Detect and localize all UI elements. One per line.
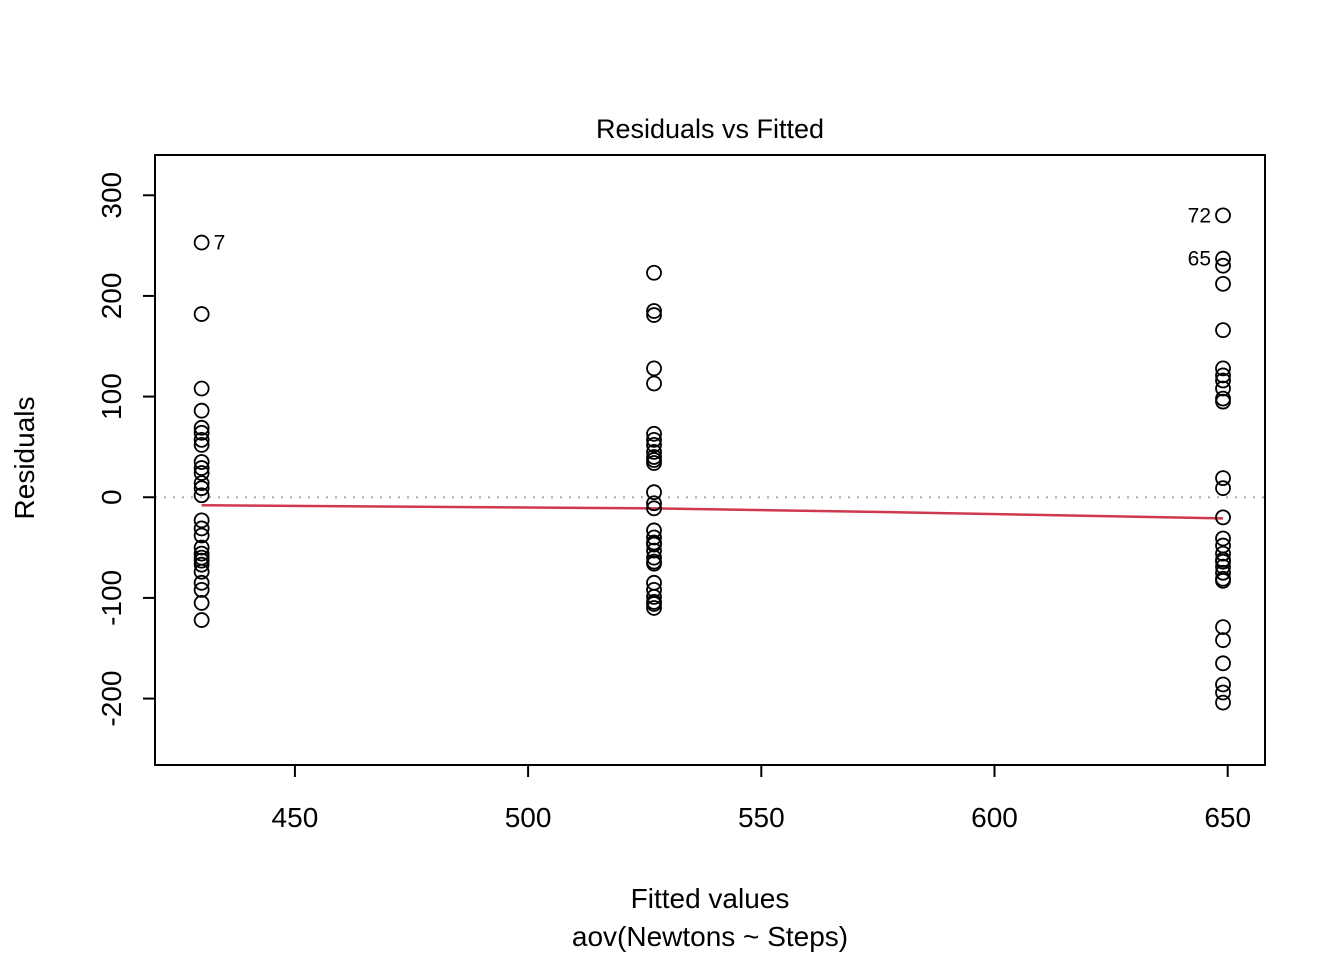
scatter-point: [193, 539, 210, 556]
scatter-point: [1215, 470, 1231, 487]
scatter-point: [1215, 480, 1231, 497]
scatter-point: [1215, 250, 1231, 267]
scatter-point: [1215, 322, 1231, 339]
scatter-point: [193, 480, 210, 497]
y-tick-label: 0: [96, 489, 127, 505]
scatter-point: [1215, 367, 1231, 384]
scatter-point: [193, 545, 210, 562]
scatter-point: [1215, 509, 1231, 526]
x-tick-label: 450: [272, 802, 319, 833]
scatter-point: [193, 520, 210, 537]
scatter-point: [646, 444, 662, 460]
x-axis-label: Fitted values: [631, 883, 790, 914]
scatter-point: [1215, 553, 1231, 570]
scatter-point: [193, 574, 210, 591]
scatter-point: [646, 452, 662, 468]
plot-layer: 7 72 65 450 500 550 600 650 -200 -100 0 100 200 300: [96, 154, 1266, 833]
scatter-point: [1215, 655, 1231, 672]
scatter-point: [193, 419, 210, 436]
scatter-point: [646, 500, 662, 517]
point-index-label: 65: [1188, 248, 1211, 271]
y-tick-label: 300: [96, 172, 127, 219]
scatter-point: [193, 437, 210, 453]
scatter-point: [193, 512, 210, 529]
scatter-point: [1215, 257, 1231, 274]
scatter-point: [646, 437, 662, 453]
x-tick-label: 600: [971, 802, 1018, 833]
scatter-point: [1215, 545, 1231, 562]
plot-box: [154, 154, 1266, 766]
scatter-point: [193, 475, 210, 492]
scatter-point: [1215, 380, 1231, 397]
point-index-label: 7: [214, 232, 226, 255]
scatter-point: [1215, 676, 1231, 693]
scatter-point: [1215, 572, 1231, 589]
model-formula-label: aov(Newtons ~ Steps): [572, 921, 848, 952]
scatter-point: [193, 556, 210, 573]
x-tick-label: 550: [738, 802, 785, 833]
scatter-point: [193, 612, 210, 628]
scatter-point: [646, 303, 662, 319]
scatter-point: [1215, 619, 1231, 635]
scatter-point: [646, 549, 662, 566]
scatter-point: [193, 460, 210, 476]
scatter-point: [1215, 275, 1231, 292]
scatter-point: [646, 360, 662, 377]
scatter-point: [646, 588, 662, 605]
y-tick-label: 200: [96, 273, 127, 320]
scatter-point: [193, 487, 210, 504]
y-axis-label: Residuals: [9, 397, 40, 520]
scatter-point: [1215, 360, 1231, 377]
x-tick-label: 650: [1204, 802, 1251, 833]
y-tick-label: -100: [96, 570, 127, 626]
scatter-point: [1215, 694, 1231, 711]
scatter-point: [193, 234, 210, 251]
scatter-point: [646, 600, 662, 616]
scatter-point: [193, 431, 210, 448]
scatter-point: [646, 484, 662, 501]
scatter-point: [193, 380, 210, 397]
scatter-point: [646, 431, 662, 448]
y-tick-label: -200: [96, 671, 127, 727]
scatter-point: [1215, 372, 1231, 389]
smoother-line: [201, 504, 1224, 520]
scatter-point: [646, 536, 662, 553]
scatter-point: [193, 595, 210, 611]
scatter-point: [646, 307, 662, 323]
scatter-point: [193, 527, 210, 544]
scatter-point: [646, 596, 662, 612]
point-index-label: 72: [1188, 204, 1211, 227]
scatter-point: [646, 455, 662, 471]
scatter-point: [1215, 207, 1231, 224]
scatter-point: [193, 465, 210, 481]
scatter-point: [646, 529, 662, 546]
scatter-point: [646, 425, 662, 442]
scatter-point: [193, 581, 210, 598]
scatter-point: [193, 424, 210, 441]
scatter-point: [646, 495, 662, 512]
scatter-point: [193, 454, 210, 470]
scatter-point: [193, 563, 210, 580]
scatter-point: [1215, 390, 1231, 407]
scatter-point: [1215, 393, 1231, 410]
scatter-point: [193, 306, 210, 322]
scatter-point: [1215, 530, 1231, 547]
scatter-point: [646, 555, 662, 572]
scatter-point: [1215, 684, 1231, 701]
scatter-point: [1215, 564, 1231, 581]
scatter-point: [646, 375, 662, 392]
scatter-point: [1215, 632, 1231, 649]
scatter-point: [193, 402, 210, 419]
y-tick-label: 100: [96, 373, 127, 420]
scatter-point: [646, 542, 662, 559]
scatter-point: [193, 552, 210, 569]
x-tick-label: 500: [505, 802, 552, 833]
chart-title: Residuals vs Fitted: [596, 114, 824, 144]
scatter-point: [646, 264, 662, 281]
